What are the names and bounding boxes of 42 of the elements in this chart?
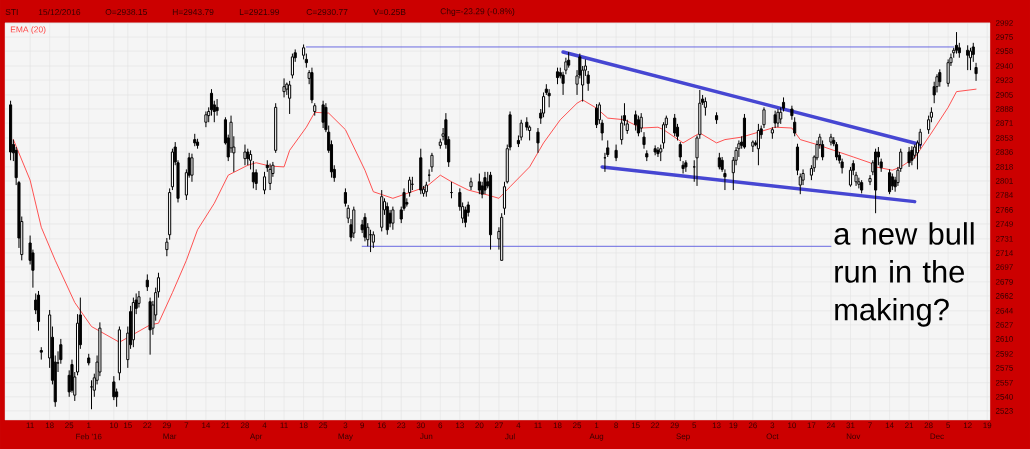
text: C=2930.77 (306, 9, 348, 15)
text: 15/12/2016 (38, 8, 81, 16)
candlestick (840, 158, 844, 175)
text: EMA (20) (10, 26, 46, 35)
candlestick (684, 159, 688, 173)
candlestick (642, 131, 646, 150)
candlestick (614, 144, 618, 162)
candlestick (938, 68, 942, 88)
candlestick (268, 163, 272, 191)
candlestick (714, 111, 719, 125)
candlestick (321, 100, 325, 129)
chart-title: STI (5, 9, 18, 15)
candlestick (974, 62, 978, 82)
candlestick (536, 127, 540, 154)
candlestick (907, 146, 911, 168)
text: Chg=-23.29 (-0.8%) (440, 8, 515, 16)
candlestick (946, 58, 950, 88)
candlestick (388, 209, 392, 228)
candlestick (430, 152, 434, 173)
text: H=2943.79 (172, 9, 214, 15)
text: O=2938.15 (105, 9, 147, 15)
candlestick (857, 177, 861, 189)
candlestick (681, 160, 685, 175)
candlestick (918, 128, 922, 150)
candlestick (148, 297, 152, 356)
candlestick (868, 174, 872, 186)
candlestick (567, 51, 571, 69)
annotation: a new bull run in the making? (834, 222, 974, 327)
text: V=0.25B (373, 9, 406, 15)
candlestick (952, 47, 956, 59)
text: L=2921.99 (239, 9, 280, 15)
candlestick (98, 321, 102, 377)
candlestick (165, 237, 169, 257)
candlestick (737, 139, 741, 158)
candlestick (391, 206, 395, 231)
candlestick (547, 88, 551, 108)
candlestick (469, 177, 473, 191)
candlestick (39, 346, 43, 361)
candlestick (145, 273, 149, 292)
candlestick (829, 133, 833, 146)
candlestick (274, 102, 278, 154)
candlestick (313, 102, 317, 117)
